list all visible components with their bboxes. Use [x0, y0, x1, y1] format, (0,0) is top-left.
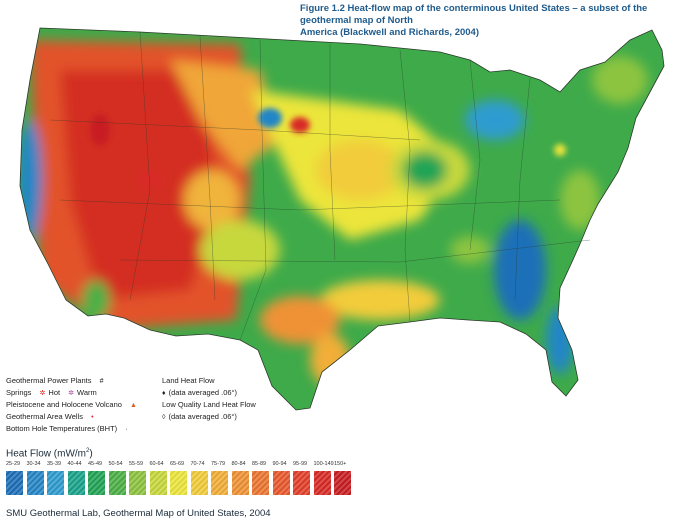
legend-volcano: Pleistocene and Holocene Volcano ▲: [6, 400, 137, 409]
heat-flow-class-label: 85-89: [252, 461, 267, 467]
heat-flow-class-swatch: [26, 471, 44, 495]
figure-title-line-1: Figure 1.2 Heat-flow map of the contermi…: [300, 3, 648, 26]
warm-spring-icon: ✲: [68, 390, 75, 397]
heat-flow-class-swatch: [129, 471, 146, 495]
heat-flow-class-swatch: [67, 471, 85, 495]
heat-flow-class-swatch: [313, 471, 331, 495]
legend-wells: Geothermal Area Wells •: [6, 412, 94, 421]
heat-flow-class-swatch: [231, 471, 249, 495]
legend-land-heat-flow: Land Heat Flow: [162, 376, 215, 385]
heat-flow-scale-title: Heat Flow (mW/m2): [6, 448, 93, 460]
heat-flow-class-label: 30-34: [26, 461, 41, 467]
heat-flow-class-swatch: [6, 471, 23, 495]
map-credit: SMU Geothermal Lab, Geothermal Map of Un…: [6, 508, 271, 519]
heat-flow-class-label: 50-54: [108, 461, 123, 467]
heat-flow-class-swatch: [47, 471, 64, 495]
power-plant-icon: #: [99, 378, 104, 385]
well-icon: •: [91, 414, 94, 421]
heat-flow-class-label: 35-39: [47, 461, 62, 467]
figure-title: Figure 1.2 Heat-flow map of the contermi…: [300, 3, 680, 39]
legend-low-avg: ◊ (data averaged .06°): [162, 412, 237, 421]
heat-flow-class-swatch: [190, 471, 208, 495]
figure-title-line-2: America (Blackwell and Richards, 2004): [300, 27, 479, 38]
heat-flow-class-label: 80-84: [231, 461, 246, 467]
heat-flow-class-label: 65-69: [170, 461, 185, 467]
low-quality-heat-flow-icon: ◊: [162, 414, 166, 421]
legend-power-plants: Geothermal Power Plants #: [6, 376, 104, 385]
heat-flow-class-label: 40-44: [67, 461, 82, 467]
heat-flow-class-swatch: [272, 471, 290, 495]
heat-flow-class-label: 75-79: [211, 461, 226, 467]
heat-flow-class-label: 150+: [334, 461, 347, 467]
legend-land-avg: ♦ (data averaged .06°): [162, 388, 238, 397]
heat-flow-class-label: 55-59: [129, 461, 144, 467]
heat-flow-class-label: 45-49: [88, 461, 103, 467]
heat-flow-class-swatch: [334, 471, 351, 495]
heat-flow-class-label: 95-99: [293, 461, 308, 467]
heat-flow-class-swatch: [293, 471, 310, 495]
heat-flow-class-label: 100-149: [313, 461, 334, 467]
legend-bht: Bottom Hole Temperatures (BHT) ·: [6, 424, 128, 433]
legend-springs: Springs ✲ Hot ✲ Warm: [6, 388, 97, 397]
volcano-icon: ▲: [130, 402, 137, 409]
legend-low-quality: Low Quality Land Heat Flow: [162, 400, 256, 409]
bht-icon: ·: [125, 426, 128, 433]
heat-flow-class-swatch: [88, 471, 105, 495]
heat-flow-class-label: 90-94: [272, 461, 287, 467]
heat-flow-class-swatch: [108, 471, 126, 495]
heat-flow-class-swatch: [149, 471, 167, 495]
heat-flow-class-swatch: [252, 471, 269, 495]
heat-flow-class-label: 60-64: [149, 461, 164, 467]
heat-flow-class-label: 25-29: [6, 461, 21, 467]
heat-flow-class-swatch: [170, 471, 187, 495]
hot-spring-icon: ✲: [39, 390, 46, 397]
heat-flow-class-swatch: [211, 471, 228, 495]
land-heat-flow-icon: ♦: [162, 390, 166, 397]
heat-flow-class-label: 70-74: [190, 461, 205, 467]
